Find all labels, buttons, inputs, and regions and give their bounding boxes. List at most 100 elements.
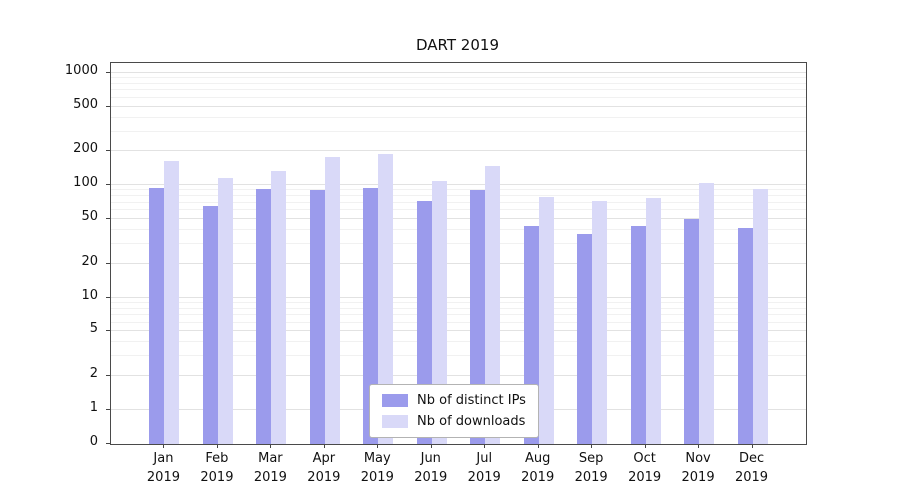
minor-gridline [111, 229, 806, 231]
bar-downloads [271, 170, 287, 444]
legend: Nb of distinct IPs Nb of downloads [369, 384, 539, 438]
major-gridline [111, 296, 806, 298]
legend-label-downloads: Nb of downloads [417, 414, 526, 429]
major-gridline [111, 150, 806, 152]
major-gridline [111, 184, 806, 186]
major-gridline [111, 262, 806, 264]
legend-swatch-ips [382, 394, 408, 407]
bar-distinct-ips [363, 187, 379, 444]
y-tick-mark [106, 150, 110, 152]
x-tick-label: Mar 2019 [253, 451, 287, 485]
bar-distinct-ips [256, 189, 272, 444]
bar-downloads [699, 182, 715, 444]
bar-distinct-ips [202, 206, 218, 444]
y-tick-label: 0 [89, 434, 98, 449]
bar-distinct-ips [470, 190, 486, 444]
legend-label-distinct-ips: Nb of distinct IPs [417, 393, 526, 408]
minor-gridline [111, 82, 806, 84]
major-gridline [111, 105, 806, 107]
y-tick-mark [106, 184, 110, 186]
y-tick-mark [106, 443, 110, 444]
bar-downloads [431, 180, 447, 444]
bar-downloads [378, 153, 394, 444]
bar-downloads [538, 197, 554, 444]
major-gridline [111, 330, 806, 332]
x-tick-mark [591, 444, 593, 448]
x-tick-label: Jul 2019 [467, 451, 501, 485]
minor-gridline [111, 243, 806, 245]
x-tick-mark [484, 444, 486, 448]
x-tick-label: Jan 2019 [146, 451, 180, 485]
bar-downloads [324, 156, 340, 444]
bars [111, 63, 806, 444]
chart-title: DART 2019 [416, 36, 499, 54]
x-tick-mark [698, 444, 700, 448]
minor-gridline [111, 314, 806, 316]
bar-distinct-ips [149, 187, 165, 444]
gridlines [111, 63, 806, 444]
bar-downloads [217, 178, 233, 444]
y-tick-mark [106, 409, 110, 410]
legend-item-downloads: Nb of downloads [382, 414, 526, 429]
x-tick-mark [644, 444, 646, 448]
bar-distinct-ips [577, 233, 593, 444]
bar-downloads [752, 188, 768, 444]
bar-downloads [485, 165, 501, 444]
major-gridline [111, 218, 806, 220]
minor-gridline [111, 355, 806, 357]
bar-distinct-ips [416, 200, 432, 444]
bar-distinct-ips [737, 227, 753, 444]
minor-gridline [111, 77, 806, 79]
y-tick-label: 2 [89, 366, 98, 382]
minor-gridline [111, 195, 806, 197]
bar-distinct-ips [630, 226, 646, 444]
x-tick-mark [163, 444, 165, 448]
x-tick-label: Apr 2019 [307, 451, 341, 485]
y-tick-mark [106, 262, 110, 264]
x-tick-label: Aug 2019 [521, 451, 555, 485]
y-tick-label: 500 [73, 96, 98, 112]
minor-gridline [111, 116, 806, 118]
y-tick-label: 1000 [64, 62, 98, 78]
y-tick-label: 1 [89, 400, 98, 415]
y-tick-label: 10 [81, 287, 98, 303]
legend-swatch-downloads [382, 415, 408, 428]
x-tick-label: Feb 2019 [200, 451, 234, 485]
minor-gridline [111, 341, 806, 343]
x-tick-label: May 2019 [360, 451, 394, 485]
major-gridline [111, 375, 806, 377]
y-tick-label: 5 [89, 321, 98, 337]
minor-gridline [111, 209, 806, 211]
y-tick-mark [106, 105, 110, 107]
minor-gridline [111, 321, 806, 323]
major-gridline [111, 71, 806, 73]
x-tick-mark [323, 444, 325, 448]
y-tick-mark [106, 296, 110, 298]
minor-gridline [111, 130, 806, 132]
minor-gridline [111, 301, 806, 303]
y-tick-label: 200 [73, 141, 98, 157]
x-tick-label: Sep 2019 [574, 451, 608, 485]
x-tick-label: Dec 2019 [734, 451, 769, 485]
bar-downloads [164, 160, 180, 444]
minor-gridline [111, 89, 806, 91]
bar-downloads [645, 198, 661, 444]
minor-gridline [111, 201, 806, 203]
x-tick-mark [537, 444, 539, 448]
y-tick-label: 100 [73, 175, 98, 191]
y-tick-mark [106, 218, 110, 220]
minor-gridline [111, 96, 806, 98]
y-tick-label: 50 [81, 209, 98, 225]
y-tick-mark [106, 375, 110, 377]
x-tick-label: Oct 2019 [628, 451, 662, 485]
x-tick-mark [430, 444, 432, 448]
x-tick-label: Jun 2019 [414, 451, 448, 485]
x-tick-label: Nov 2019 [681, 451, 715, 485]
bar-downloads [592, 201, 608, 444]
x-tick-mark [377, 444, 379, 448]
bar-distinct-ips [309, 190, 325, 444]
legend-item-distinct-ips: Nb of distinct IPs [382, 393, 526, 408]
